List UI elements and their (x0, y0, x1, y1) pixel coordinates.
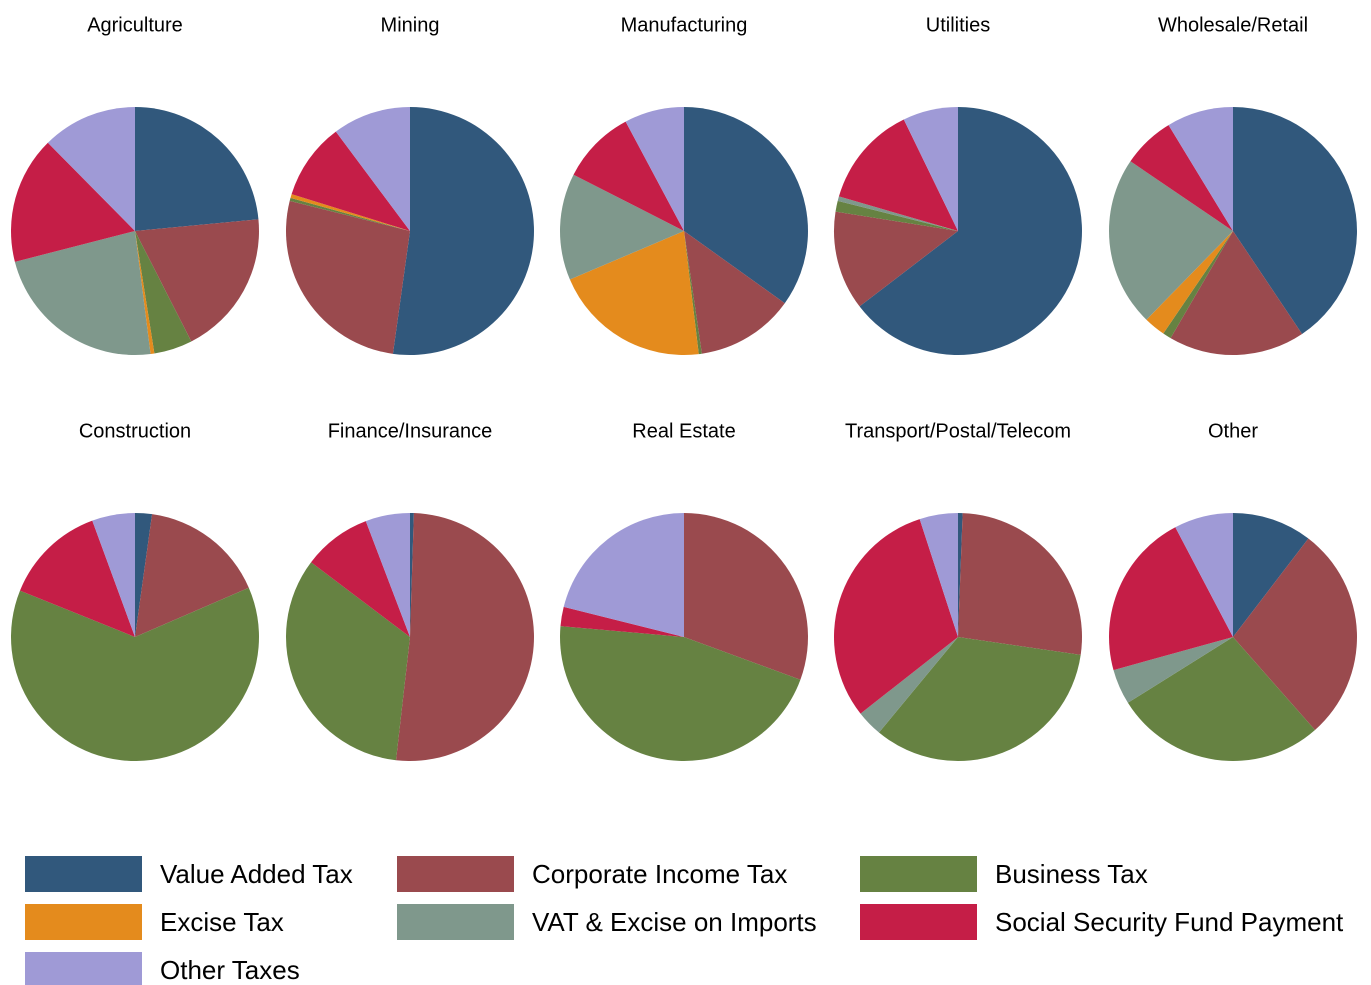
pie-slice (559, 174, 684, 280)
pie-slice (1146, 231, 1233, 334)
pie-slice (396, 513, 534, 761)
pie-slice (859, 107, 1083, 355)
pie-slice (625, 107, 684, 231)
pie-slice (919, 513, 958, 637)
pie-slice (1168, 107, 1233, 231)
pie-slice (1109, 161, 1233, 320)
pie-slice (1109, 527, 1233, 671)
legend-swatch (25, 904, 142, 940)
pie-slice (135, 514, 249, 637)
pie-slice (410, 513, 414, 637)
pie-slice (684, 513, 808, 680)
pie-slice (365, 513, 410, 637)
pie-title: Manufacturing (621, 14, 748, 36)
pie-slice (1233, 538, 1357, 731)
pie-title: Mining (381, 14, 440, 36)
pie-slice (1170, 231, 1303, 355)
pie-slice (878, 637, 1081, 761)
legend-label: Corporate Income Tax (532, 859, 787, 889)
pie-slice (903, 107, 958, 231)
pie-slice (1113, 637, 1233, 703)
pie-slice (684, 231, 785, 354)
pie-slice (684, 231, 702, 355)
pie-slice (135, 219, 259, 342)
pie-title: Other (1208, 420, 1258, 442)
pie-slice (1163, 231, 1233, 339)
pie-slice (958, 513, 963, 637)
pie-slice (135, 231, 155, 355)
pie-slice (14, 231, 151, 355)
pie-slice (289, 197, 410, 231)
pie-title: Utilities (926, 14, 990, 36)
legend-label: Excise Tax (160, 907, 284, 937)
legend-swatch (397, 856, 514, 892)
legend-swatch (860, 856, 977, 892)
pie-slice (135, 107, 259, 231)
pie-slice (135, 231, 192, 354)
pie-slice (573, 121, 684, 231)
pie-slice (684, 107, 808, 304)
legend-label: Value Added Tax (160, 859, 353, 889)
pie-slice (1130, 125, 1233, 231)
pie-slice (560, 606, 684, 637)
pie-slice (335, 107, 410, 231)
pie-title: Real Estate (632, 420, 735, 442)
pie-title: Agriculture (87, 14, 183, 36)
legend-label: VAT & Excise on Imports (532, 907, 817, 937)
legend-swatch (860, 904, 977, 940)
pie-title: Construction (79, 420, 191, 442)
pie-slice (834, 211, 958, 307)
pie-slice (835, 200, 958, 231)
pie-slice (47, 107, 136, 231)
pie-slice (560, 626, 801, 761)
pie-title: Wholesale/Retail (1158, 14, 1308, 36)
pie-slice (11, 142, 135, 262)
legend-swatch (397, 904, 514, 940)
pie-slice (290, 194, 410, 231)
pie-slice (837, 196, 958, 231)
pie-slice (135, 513, 153, 637)
pie-slice (291, 131, 410, 231)
pie-slice (392, 107, 534, 355)
pie-title: Transport/Postal/Telecom (845, 420, 1071, 442)
pie-slice (838, 119, 958, 231)
legend-label: Social Security Fund Payment (995, 907, 1344, 937)
pie-slice (286, 562, 410, 761)
pie-slice (1233, 107, 1358, 334)
pie-title: Finance/Insurance (328, 420, 493, 442)
pie-slice (563, 513, 684, 637)
pie-slice (92, 513, 135, 637)
legend-label: Other Taxes (160, 955, 300, 985)
legend-swatch (25, 856, 142, 892)
pie-slice (1233, 513, 1309, 637)
pie-slice (19, 520, 135, 637)
pie-slice (834, 519, 958, 714)
legend-swatch (25, 952, 142, 985)
pie-slice (1175, 513, 1233, 637)
pie-slice (286, 200, 410, 354)
pie-slice (10, 587, 260, 761)
pie-slice (860, 637, 958, 733)
pie-slice (958, 513, 1082, 655)
pie-slice (569, 231, 699, 355)
legend-label: Business Tax (995, 859, 1148, 889)
pie-slice (311, 521, 410, 637)
pie-slice (1127, 637, 1316, 762)
